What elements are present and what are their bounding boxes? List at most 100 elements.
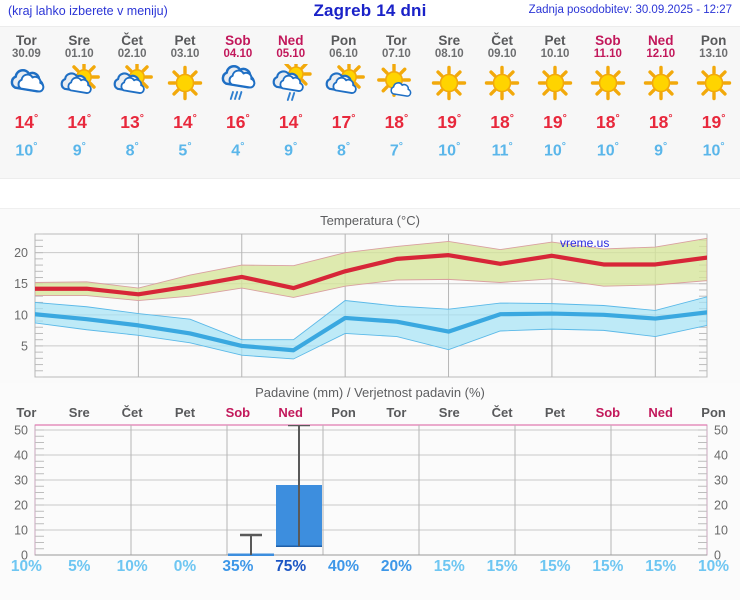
day-date: 02.10 <box>117 48 147 60</box>
precipitation-chart-svg: 0 0 10 10 20 20 30 30 40 40 50 50 <box>14 424 728 563</box>
svg-text:10: 10 <box>14 524 28 538</box>
temp-max-value: 14° <box>67 111 92 132</box>
day-column[interactable]: Čet 09.10 18° 11° <box>476 27 529 179</box>
precipitation-probability-value: 15% <box>592 558 624 575</box>
temp-min-value: 5° <box>178 139 192 160</box>
watermark-text: vreme.us <box>560 236 610 250</box>
weather-sunny-icon <box>529 64 582 106</box>
precip-day-label: Tor <box>16 405 37 420</box>
day-column[interactable]: Pet 10.10 19° 10° <box>529 27 582 179</box>
precipitation-probability-value: 15% <box>539 558 571 575</box>
weather-sunny-icon <box>159 64 212 106</box>
weather-sunny-icon <box>476 64 529 106</box>
section-divider <box>0 178 740 208</box>
day-name: Pon <box>700 33 727 48</box>
day-date: 11.10 <box>593 48 622 60</box>
page-title: Zagreb 14 dni <box>313 1 427 20</box>
svg-text:0: 0 <box>21 549 28 563</box>
temp-min-value: 10° <box>15 139 38 160</box>
svg-text:50: 50 <box>714 424 728 438</box>
day-date: 08.10 <box>434 48 464 60</box>
day-column[interactable]: Pon 13.10 19° 10° <box>687 27 740 179</box>
temp-max-value: 18° <box>384 111 409 132</box>
day-column[interactable]: Sob 11.10 18° 10° <box>581 27 634 179</box>
svg-text:15: 15 <box>14 277 28 291</box>
day-date: 09.10 <box>487 48 517 60</box>
temp-min-value: 11° <box>491 139 513 160</box>
weather-partly-sunny-icon <box>106 64 159 106</box>
temp-min-value: 9° <box>284 139 298 160</box>
day-column[interactable]: Sob 04.10 16° 4° <box>211 27 264 179</box>
day-name: Sob <box>225 33 251 48</box>
precip-day-label: Sre <box>438 405 460 420</box>
precip-day-label: Pon <box>331 405 356 420</box>
precip-day-label: Tor <box>386 405 407 420</box>
day-name: Sre <box>438 33 461 48</box>
precip-day-label: Pet <box>174 405 196 420</box>
temp-max-value: 18° <box>648 111 673 132</box>
temp-max-value: 18° <box>490 111 514 132</box>
day-name: Pet <box>174 33 196 48</box>
last-update-text: Zadnja posodobitev: 30.09.2025 - 12:27 <box>528 4 732 16</box>
temp-min-value: 10° <box>596 139 619 160</box>
svg-text:50: 50 <box>14 424 28 438</box>
day-column[interactable]: Pon 06.10 17° 8° <box>317 27 370 179</box>
weather-sunny-icon <box>581 64 634 106</box>
day-date: 07.10 <box>382 48 411 60</box>
daily-forecast-strip: Tor 30.09 14° 10° Sre 01.10 14° 9° Čet 02.10 13° 8°… <box>0 26 740 178</box>
precip-day-label: Čet <box>491 405 513 420</box>
day-name: Tor <box>16 33 37 48</box>
menu-hint-text: (kraj lahko izberete v meniju) <box>8 4 168 18</box>
day-name: Pon <box>330 33 357 48</box>
day-date: 12.10 <box>646 48 676 60</box>
precipitation-probability-value: 0% <box>173 558 197 575</box>
day-date: 04.10 <box>223 48 253 60</box>
precipitation-probability-value: 15% <box>645 558 677 575</box>
header-bar: (kraj lahko izberete v meniju) Zagreb 14… <box>0 0 740 26</box>
day-name: Ned <box>647 33 674 48</box>
precip-day-label: Sob <box>225 405 251 420</box>
weather-sun-rain-icon <box>264 64 317 106</box>
temp-min-value: 9° <box>72 139 86 160</box>
temp-min-value: 10° <box>543 139 566 160</box>
weather-partly-sunny-icon <box>53 64 106 106</box>
day-date: 13.10 <box>699 48 728 60</box>
day-column[interactable]: Ned 05.10 14° 9° <box>264 27 317 179</box>
temp-max-value: 19° <box>543 111 567 132</box>
weather-sun-small-cloud-icon <box>370 64 423 106</box>
svg-text:40: 40 <box>14 449 28 463</box>
precipitation-probability-value: 35% <box>222 558 254 575</box>
day-column[interactable]: Sre 01.10 14° 9° <box>53 27 106 179</box>
temp-min-value: 7° <box>389 139 403 160</box>
day-column[interactable]: Ned 12.10 18° 9° <box>634 27 687 179</box>
day-name: Ned <box>277 33 304 48</box>
day-column[interactable]: Sre 08.10 19° 10° <box>423 27 476 179</box>
temp-max-value: 14° <box>278 111 303 132</box>
precip-day-label: Čet <box>121 405 143 420</box>
svg-text:30: 30 <box>714 474 728 488</box>
svg-text:10: 10 <box>14 308 28 322</box>
precipitation-chart-title: Padavine (mm) / Verjetnost padavin (%) <box>255 385 485 400</box>
svg-text:20: 20 <box>14 246 28 260</box>
day-date: 06.10 <box>329 48 358 60</box>
svg-text:5: 5 <box>21 339 28 353</box>
svg-text:0: 0 <box>714 549 721 563</box>
day-column[interactable]: Tor 07.10 18° 7° <box>370 27 423 179</box>
day-date: 10.10 <box>540 48 570 60</box>
day-column[interactable]: Pet 03.10 14° 5° <box>159 27 212 179</box>
day-name: Sre <box>68 33 91 48</box>
temperature-chart-title: Temperatura (°C) <box>320 213 420 228</box>
weather-sunny-icon <box>687 64 740 106</box>
weather-sunny-icon <box>634 64 687 106</box>
day-name: Čet <box>491 33 513 48</box>
day-name: Tor <box>386 33 407 48</box>
temp-max-value: 13° <box>120 111 144 132</box>
precip-day-label: Ned <box>648 405 673 420</box>
day-column[interactable]: Tor 30.09 14° 10° <box>0 27 53 179</box>
temp-max-value: 18° <box>596 111 620 132</box>
day-column[interactable]: Čet 02.10 13° 8° <box>106 27 159 179</box>
svg-text:20: 20 <box>14 499 28 513</box>
temp-max-value: 19° <box>437 111 462 132</box>
temp-min-value: 10° <box>702 139 725 160</box>
temperature-chart-svg: 5 10 15 20 <box>14 233 708 378</box>
